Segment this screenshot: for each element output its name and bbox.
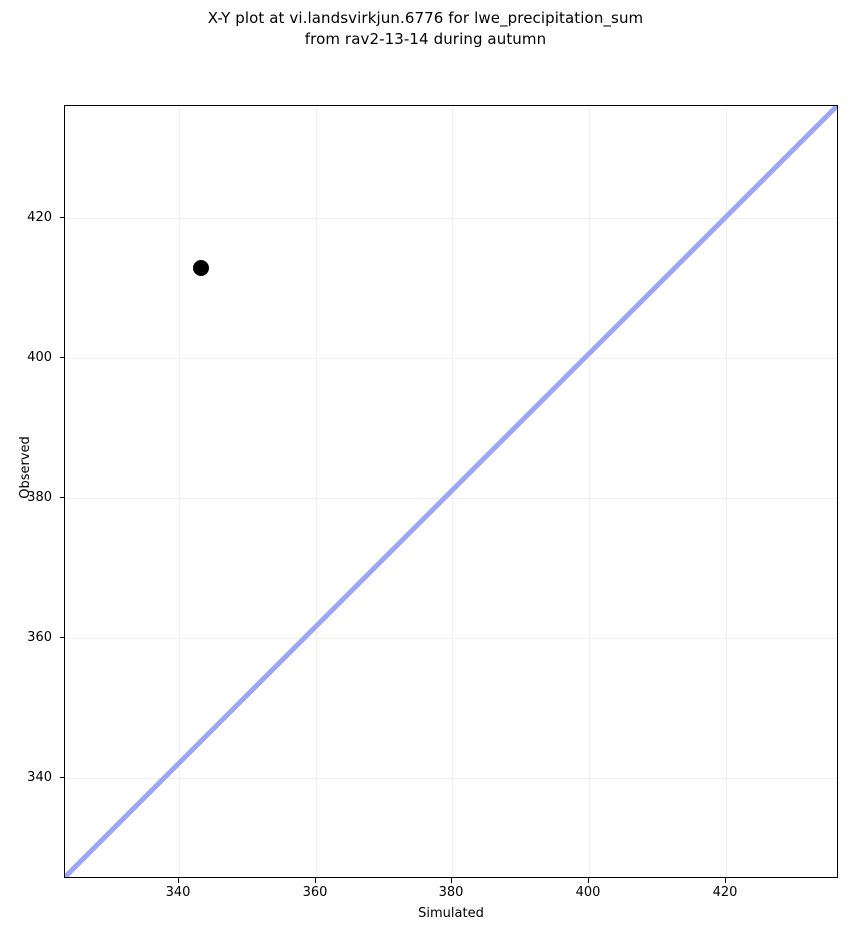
data-point	[193, 260, 209, 276]
tick-label-x-360: 360	[302, 885, 328, 900]
tick-mark-x-420	[725, 878, 727, 883]
gridline-y-400	[65, 358, 837, 360]
tick-label-y-380: 380	[27, 490, 52, 505]
tick-mark-x-360	[315, 878, 317, 883]
plot-area	[64, 105, 838, 878]
tick-mark-y-380	[60, 497, 65, 499]
tick-label-y-400: 400	[27, 350, 52, 365]
gridline-y-420	[65, 218, 837, 220]
tick-label-x-340: 340	[165, 885, 191, 900]
gridline-y-340	[65, 778, 837, 780]
tick-mark-x-400	[588, 878, 590, 883]
gridline-x-340	[179, 106, 181, 877]
gridline-x-420	[726, 106, 728, 877]
tick-label-x-400: 400	[575, 885, 601, 900]
tick-mark-y-360	[60, 637, 65, 639]
x-axis-label: Simulated	[418, 906, 484, 921]
y-axis-label: Observed	[0, 0, 55, 934]
y-axis-label-text: Observed	[17, 435, 33, 499]
tick-label-x-380: 380	[438, 885, 464, 900]
tick-label-x-420: 420	[712, 885, 738, 900]
gridline-y-360	[65, 638, 837, 640]
gridline-y-380	[65, 498, 837, 500]
tick-mark-y-420	[60, 217, 65, 219]
tick-mark-y-340	[60, 777, 65, 779]
tick-label-y-340: 340	[27, 770, 52, 785]
gridline-x-380	[452, 106, 454, 877]
tick-label-y-420: 420	[27, 210, 52, 225]
tick-mark-y-400	[60, 357, 65, 359]
tick-mark-x-380	[451, 878, 453, 883]
tick-label-y-360: 360	[27, 630, 52, 645]
tick-mark-x-340	[178, 878, 180, 883]
chart-title: X-Y plot at vi.landsvirkjun.6776 for lwe…	[207, 9, 644, 48]
one-to-one-reference-line	[65, 106, 837, 877]
gridline-x-360	[316, 106, 318, 877]
gridline-x-400	[589, 106, 591, 877]
